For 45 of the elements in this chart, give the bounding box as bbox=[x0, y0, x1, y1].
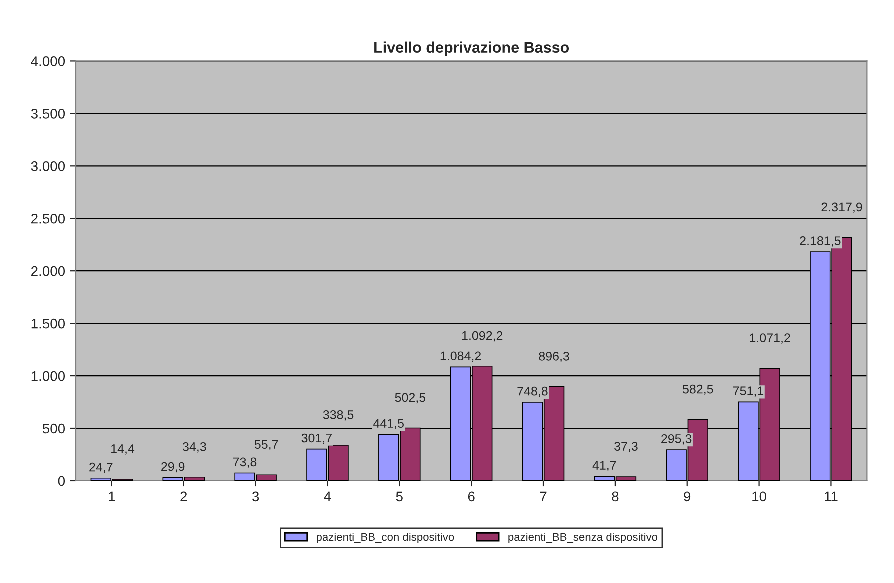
x-tick-label: 7 bbox=[540, 492, 547, 502]
data-label: 751,1 bbox=[734, 386, 764, 397]
y-tick-label: 3.000 bbox=[31, 161, 66, 172]
y-tick-label: 3.500 bbox=[31, 109, 66, 119]
data-label: 29,9 bbox=[162, 462, 185, 473]
data-label: 301,7 bbox=[302, 434, 332, 444]
data-label: 441,5 bbox=[374, 419, 404, 430]
x-tick-label: 10 bbox=[752, 492, 766, 502]
x-tick-label: 5 bbox=[396, 492, 403, 502]
y-tick-label: 4.000 bbox=[31, 56, 66, 66]
data-label: 582,5 bbox=[683, 384, 714, 396]
legend-label: pazienti_BB_con dispositivo bbox=[316, 532, 454, 544]
y-tick-label: 1.500 bbox=[32, 318, 66, 329]
data-label: 37,3 bbox=[614, 442, 638, 452]
y-tick-label: 2.500 bbox=[32, 214, 66, 224]
y-tick-label: 0 bbox=[58, 476, 66, 486]
chart-title: Livello deprivazione Basso bbox=[374, 42, 570, 56]
data-label: 55,7 bbox=[254, 440, 278, 451]
data-label: 24,7 bbox=[90, 462, 113, 474]
y-tick-label: 1.000 bbox=[32, 371, 66, 382]
x-tick-label: 3 bbox=[252, 492, 260, 502]
data-label: 2.181,5 bbox=[800, 236, 841, 247]
data-label: 73,8 bbox=[233, 458, 257, 468]
x-tick-label: 4 bbox=[324, 492, 332, 502]
x-tick-label: 9 bbox=[684, 492, 691, 502]
data-label: 1.071,2 bbox=[750, 334, 790, 344]
data-label: 502,5 bbox=[395, 393, 426, 404]
y-tick-label: 500 bbox=[42, 424, 66, 434]
data-label: 2.317,9 bbox=[822, 202, 862, 214]
data-label: 34,3 bbox=[182, 442, 206, 453]
x-tick-label: 1 bbox=[109, 492, 116, 502]
y-tick-label: 2.000 bbox=[32, 266, 66, 276]
x-tick-label: 11 bbox=[825, 492, 838, 502]
data-label: 748,8 bbox=[518, 386, 548, 398]
data-label: 338,5 bbox=[323, 410, 354, 421]
x-tick-label: 2 bbox=[180, 492, 188, 502]
data-label: 1.084,2 bbox=[440, 352, 482, 362]
data-label: 1.092,2 bbox=[462, 331, 503, 342]
x-tick-label: 6 bbox=[468, 492, 475, 502]
data-label: 14,4 bbox=[112, 444, 135, 455]
legend-label: pazienti_BB_senza dispositivo bbox=[508, 532, 658, 544]
data-label: 896,3 bbox=[539, 352, 570, 362]
data-label: 41,7 bbox=[592, 461, 616, 472]
x-tick-label: 8 bbox=[612, 492, 619, 502]
data-label: 295,3 bbox=[662, 434, 692, 445]
